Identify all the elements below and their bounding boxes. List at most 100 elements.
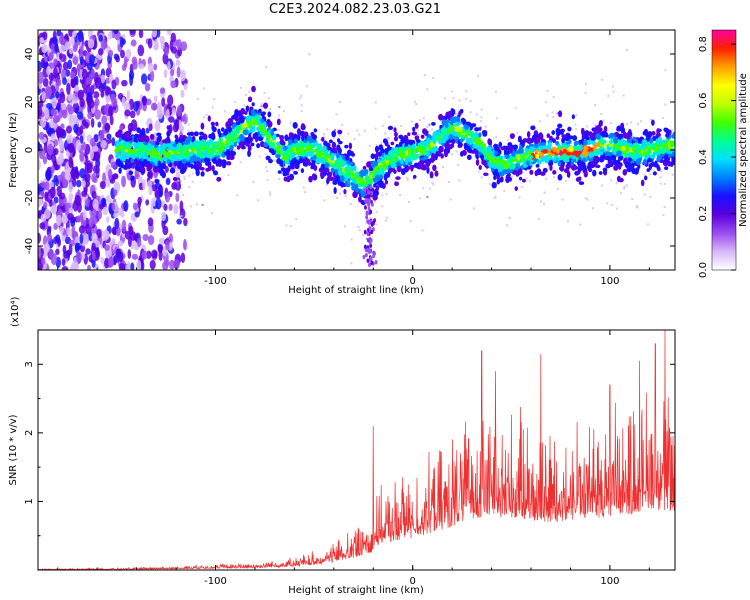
spectrogram-cell [218, 147, 224, 153]
spectrogram-cell [543, 202, 546, 205]
spectrogram-cell [367, 225, 370, 228]
spectrogram-cell [480, 116, 483, 119]
spectrogram-cell [587, 162, 592, 168]
spectrogram-cell [671, 156, 675, 163]
spectrogram-cell [339, 100, 342, 103]
spectrogram-cell [506, 176, 513, 182]
spectrogram-cell [390, 141, 395, 146]
spectrogram-cell [198, 152, 204, 159]
spectrogram-cell [609, 122, 612, 125]
chart-title: C2E3.2024.082.23.03.G21 [268, 2, 442, 17]
spectrogram-cell [310, 165, 315, 170]
spectrogram-cell [526, 160, 530, 166]
spectrogram-cell [167, 60, 171, 71]
spectrogram-cell [171, 107, 177, 115]
spectrogram-cell [159, 87, 166, 94]
spectrogram-cell [234, 108, 239, 116]
spectrogram-cell [478, 132, 482, 138]
spectrogram-cell [469, 111, 472, 114]
spectrogram-cell [366, 219, 370, 224]
spectrogram-cell [430, 141, 434, 148]
spectrogram-cell [108, 31, 113, 40]
spectrogram-cell [76, 179, 82, 188]
spectrogram-cell [649, 118, 652, 121]
spectrogram-cell [425, 150, 430, 157]
spectrogram-cell [574, 140, 580, 145]
spectrogram-cell [513, 144, 519, 150]
spectrogram-cell [656, 164, 660, 170]
spectrogram-cell [472, 144, 478, 149]
spectrogram-cell [300, 168, 305, 174]
spectrogram-cell [337, 143, 340, 146]
spectrogram-cell [177, 163, 182, 169]
spectrogram-cell [529, 169, 534, 175]
spectrogram-cell [373, 251, 376, 256]
spectrogram-cell [286, 175, 291, 183]
spectrogram-cell [324, 162, 330, 169]
spectrogram-cell [211, 106, 214, 109]
spectrogram-cell [615, 182, 618, 185]
spectrogram-cell [304, 158, 311, 164]
spectrogram-cell [163, 152, 169, 158]
spectrogram-cell [395, 148, 400, 156]
spectrogram-cell [658, 147, 663, 154]
spectrogram-cell [102, 42, 108, 49]
spectrogram-cell [180, 41, 188, 52]
spectrogram-cell [474, 149, 479, 156]
spectrogram-cell [471, 123, 477, 128]
spectrogram-cell [353, 165, 357, 172]
spectrogram-cell [127, 249, 132, 259]
spectrogram-cell [306, 85, 309, 88]
spectrogram-cell [671, 133, 675, 139]
spectrogram-cell [267, 97, 270, 100]
spectrogram-cell [119, 36, 124, 48]
spectrogram-cell [493, 144, 499, 152]
snr-x-tick-label: 0 [410, 576, 416, 587]
spectrogram-cell [216, 176, 222, 182]
spectrogram-cell [198, 131, 205, 136]
spectrogram-cell [261, 111, 266, 116]
spectrogram-cell [117, 240, 124, 247]
spectrogram-cell [196, 97, 199, 100]
spectrogram-cell [142, 178, 146, 191]
spectrogram-cell [343, 188, 347, 195]
spectrogram-cell [323, 145, 327, 153]
spectrogram-cell [179, 168, 186, 175]
spectrogram-cell [79, 168, 86, 179]
spectrogram-cell [267, 134, 272, 139]
spectrogram-cell [289, 225, 292, 228]
spectrogram-cell [111, 96, 118, 107]
spectrogram-cell [492, 170, 497, 176]
spectrogram-cell [79, 56, 84, 66]
spectrogram-cell [544, 144, 548, 150]
spectrogram-cell [113, 212, 119, 219]
spectrogram-cell [65, 125, 73, 134]
spectrogram-cell [130, 158, 135, 163]
spectrogram-cell [565, 163, 570, 170]
spectrogram-cell [371, 202, 374, 207]
spectrogram-cell [246, 115, 251, 122]
spectrogram-cell [156, 132, 162, 137]
spectrogram-cell [348, 142, 353, 150]
spectrogram-cell [101, 115, 107, 125]
spectrogram-cell [111, 203, 116, 211]
spectrogram-cell [447, 110, 453, 118]
spectrogram-cell [54, 42, 59, 53]
spectrogram-cell [417, 128, 420, 131]
snr-y-tick-label: 3 [24, 361, 35, 367]
spectrogram-cell [107, 168, 113, 180]
spectrogram-cell [185, 114, 188, 117]
spectrogram-cell [556, 187, 559, 190]
spectrogram-cell [308, 53, 311, 56]
spectrogram-cell [191, 180, 194, 183]
spectrogram-cell [579, 223, 582, 226]
spectrogram-cell [252, 119, 257, 126]
spectrogram-cell [543, 191, 546, 194]
spectrogram-cell [418, 145, 424, 152]
spectrogram-cell [530, 125, 536, 131]
spectrogram-cell [145, 199, 150, 206]
spectrogram-cell [527, 165, 532, 170]
spectrogram-cell [343, 225, 346, 228]
spectrogram-cell [134, 134, 140, 139]
spectrogram-cell [388, 115, 391, 118]
